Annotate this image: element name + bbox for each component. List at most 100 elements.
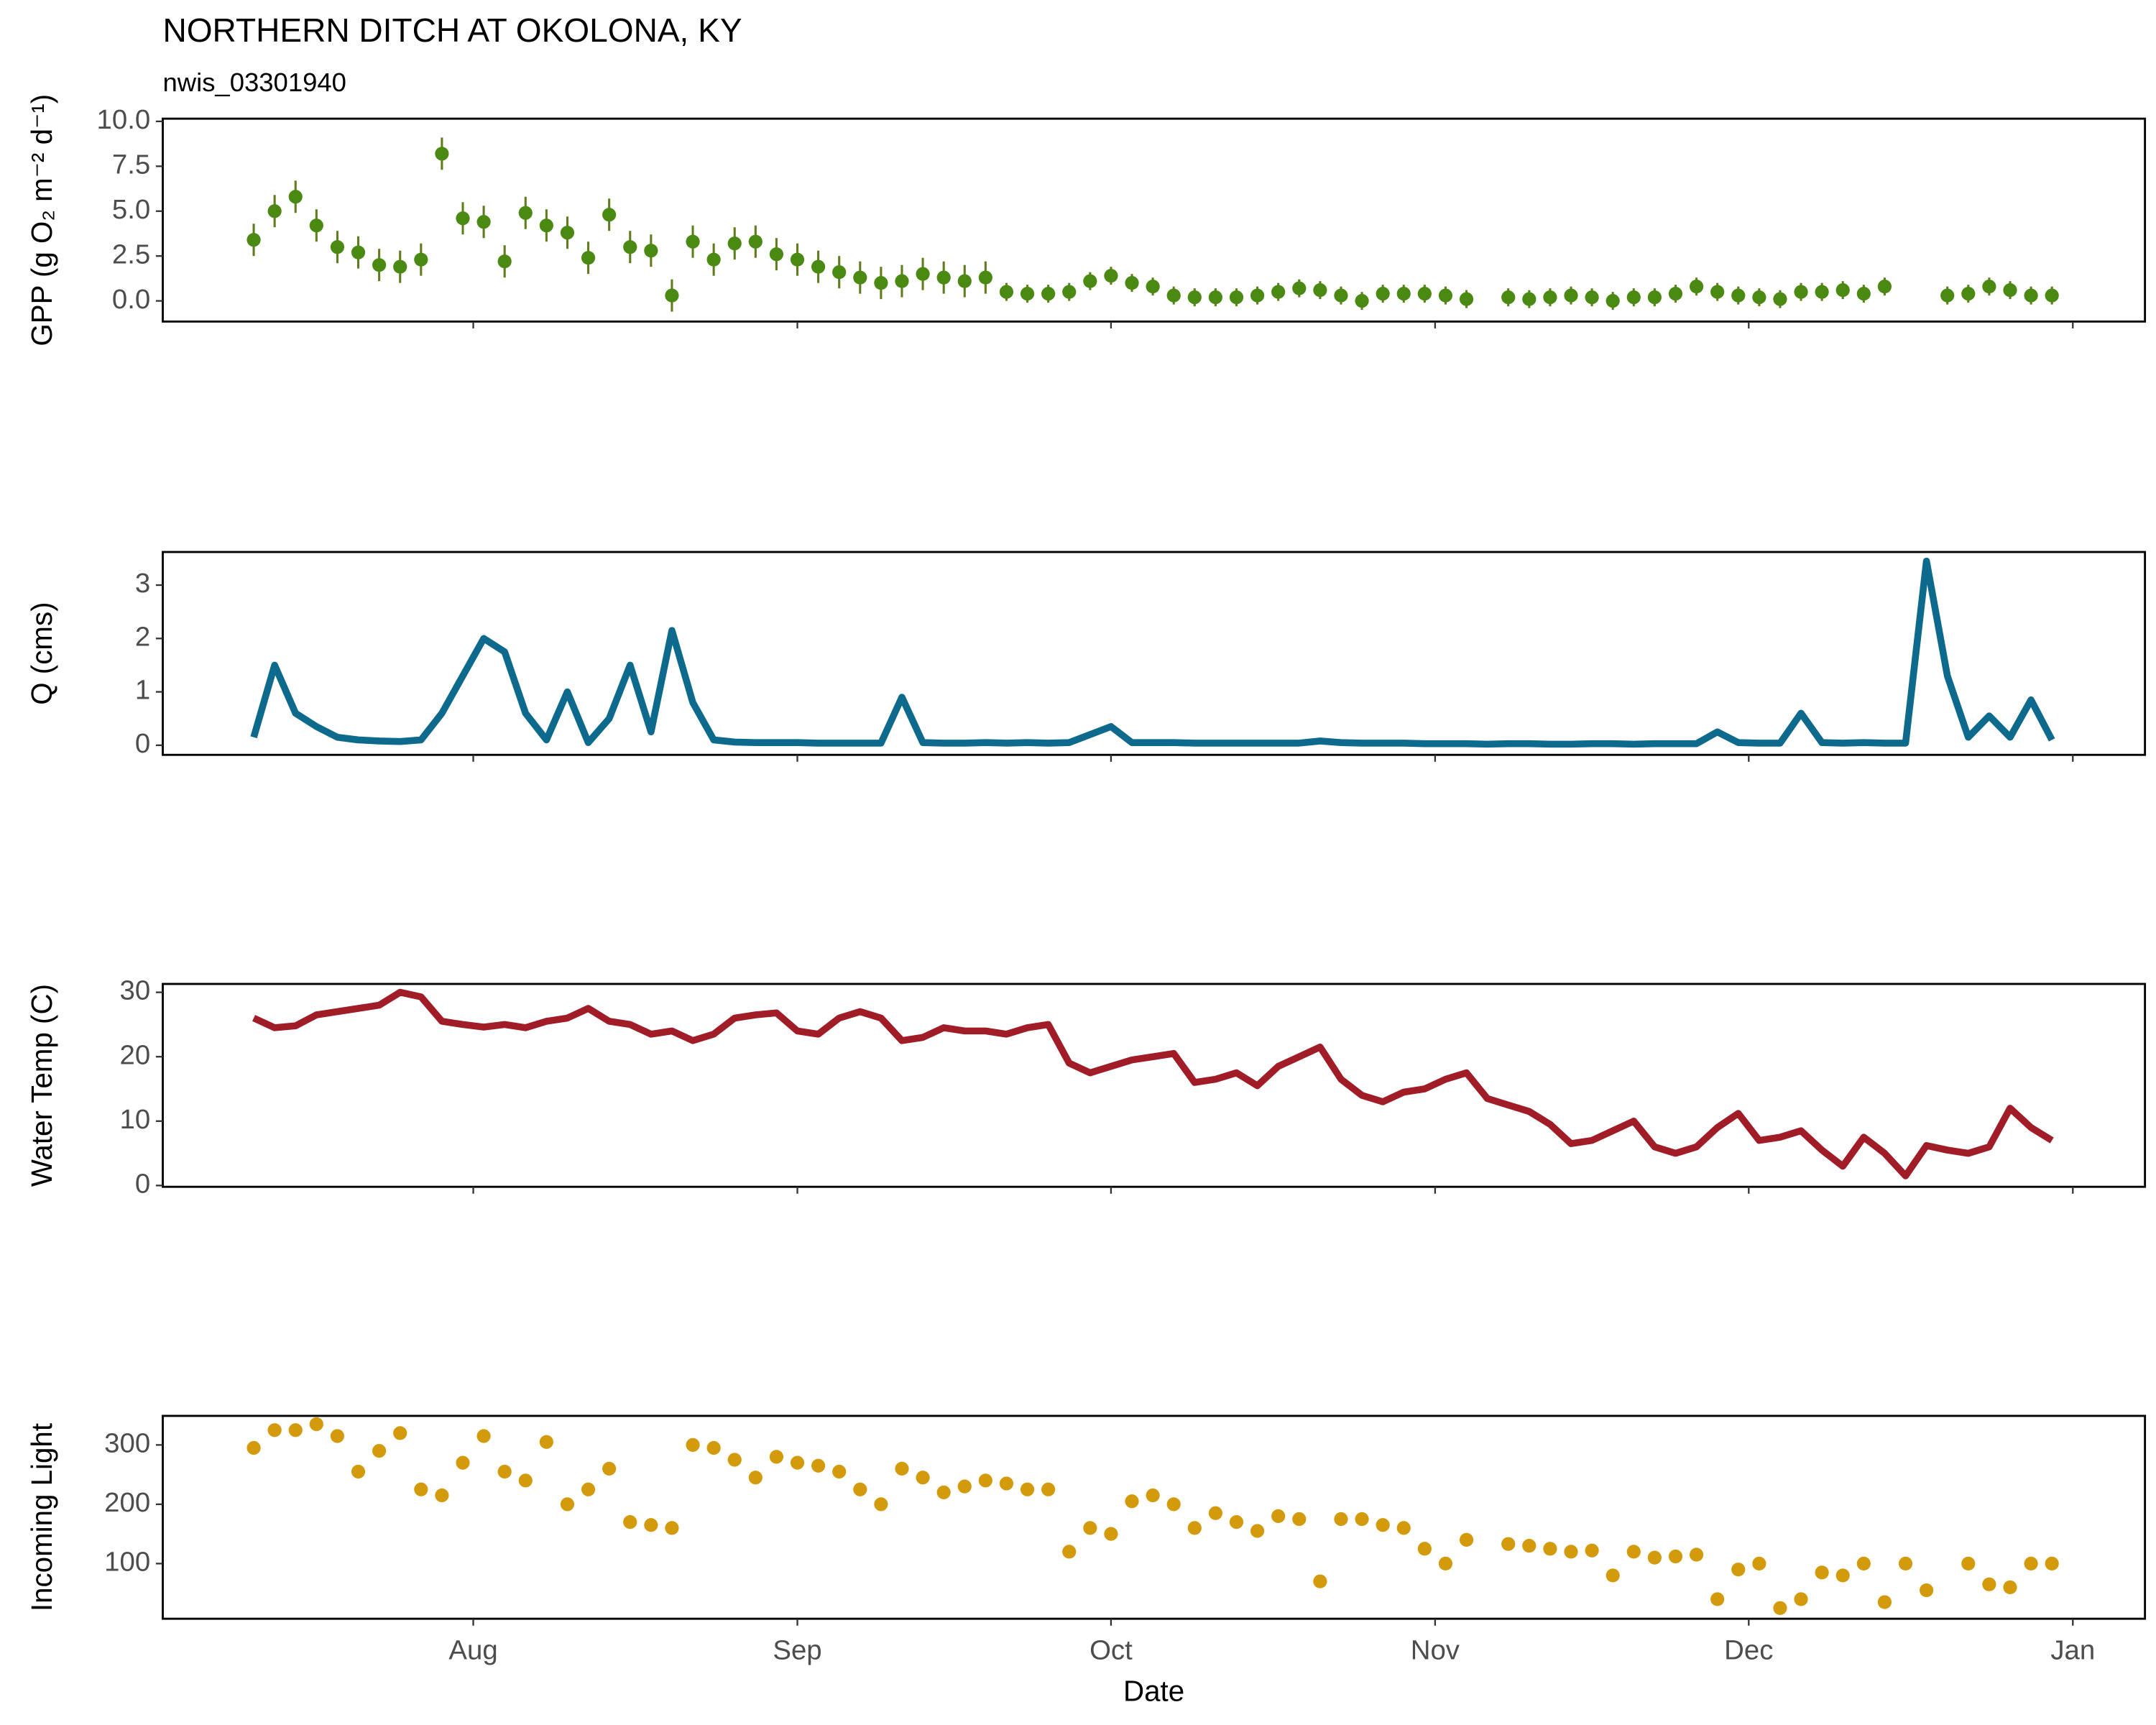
panel-frame	[162, 551, 2147, 756]
data-point	[476, 215, 491, 229]
data-point	[748, 1471, 763, 1485]
y-tick-label: 2	[135, 621, 150, 652]
data-point	[1815, 1565, 1829, 1580]
data-point	[978, 1473, 992, 1488]
data-point	[1459, 292, 1474, 306]
data-point	[811, 259, 826, 274]
data-point	[309, 218, 323, 233]
data-point	[539, 218, 553, 233]
x-tick-label: Jan	[2050, 1634, 2095, 1665]
data-point	[1229, 290, 1244, 305]
y-tick-label: 300	[104, 1427, 150, 1458]
data-point	[1752, 1556, 1766, 1571]
data-point	[1501, 290, 1516, 305]
data-point	[811, 1458, 826, 1473]
data-point	[288, 190, 303, 204]
data-point	[497, 1464, 512, 1479]
data-point	[518, 206, 533, 220]
data-point	[1459, 1532, 1474, 1547]
data-point	[1271, 285, 1286, 299]
data-point	[1522, 292, 1537, 306]
panel-frame	[162, 983, 2147, 1188]
data-point	[247, 233, 261, 247]
data-point	[309, 1417, 323, 1432]
data-point	[1940, 288, 1955, 303]
data-point	[267, 204, 282, 218]
data-point	[1961, 1556, 1976, 1571]
data-point	[916, 1471, 930, 1485]
y-tick-label: 0.0	[112, 284, 150, 315]
data-point	[1146, 280, 1160, 294]
data-point	[1877, 280, 1892, 294]
data-point	[895, 274, 909, 288]
data-point	[1835, 283, 1850, 298]
data-point	[2045, 288, 2059, 303]
data-point	[1835, 1568, 1850, 1583]
data-point	[539, 1435, 553, 1449]
y-tick-label: 10	[120, 1104, 151, 1135]
data-point	[1313, 1574, 1327, 1588]
y-tick-label: 30	[120, 975, 151, 1006]
data-point	[665, 288, 679, 303]
data-point	[581, 1482, 596, 1496]
y-tick-label: 3	[135, 568, 150, 599]
data-point	[1961, 287, 1976, 301]
x-axis-label: Date	[1123, 1675, 1184, 1707]
data-point	[686, 234, 700, 249]
data-point	[1376, 1518, 1390, 1532]
data-line	[250, 557, 2055, 748]
data-point	[936, 1485, 951, 1499]
data-point	[2003, 1580, 2017, 1595]
x-tick-label: Oct	[1089, 1634, 1133, 1665]
chart-title: NORTHERN DITCH AT OKOLONA, KY	[162, 12, 742, 49]
data-point	[1564, 288, 1578, 303]
data-point	[1187, 1521, 1202, 1535]
data-point	[2024, 1556, 2038, 1571]
data-point	[393, 1426, 407, 1440]
data-point	[1982, 1577, 1996, 1591]
data-point	[1125, 276, 1139, 290]
data-point	[351, 1464, 366, 1479]
y-tick-label: 10.0	[97, 104, 151, 135]
data-point	[518, 1473, 533, 1488]
data-point	[1187, 290, 1202, 305]
data-point	[1794, 1592, 1808, 1606]
data-point	[1920, 1583, 1934, 1598]
data-point	[435, 147, 449, 161]
data-point	[1668, 1549, 1683, 1564]
data-point	[1856, 287, 1871, 301]
data-point	[1334, 1512, 1348, 1527]
data-point	[435, 1488, 449, 1503]
data-point	[1438, 1556, 1453, 1571]
y-tick-label: 7.5	[112, 149, 150, 180]
data-point	[2024, 288, 2038, 303]
data-point	[748, 234, 763, 249]
data-point	[330, 240, 345, 254]
data-point	[1146, 1488, 1160, 1503]
data-point	[957, 1479, 972, 1494]
data-point	[853, 270, 867, 285]
data-point	[1501, 1537, 1516, 1551]
data-point	[686, 1438, 700, 1452]
data-point	[1773, 1601, 1787, 1615]
data-point	[1606, 1568, 1620, 1583]
data-point	[1647, 1550, 1662, 1565]
data-point	[1166, 1497, 1181, 1512]
data-point	[1229, 1515, 1244, 1530]
x-tick-label: Nov	[1411, 1634, 1460, 1665]
data-point	[247, 1440, 261, 1455]
data-point	[874, 1497, 888, 1512]
data-point	[1856, 1556, 1871, 1571]
data-point	[874, 276, 888, 290]
data-point	[372, 1444, 387, 1458]
data-point	[706, 1440, 721, 1455]
data-line	[252, 988, 2054, 1179]
data-point	[644, 244, 658, 258]
data-point	[1104, 269, 1118, 283]
data-point	[644, 1518, 658, 1532]
data-point	[560, 226, 575, 240]
data-point	[769, 1450, 784, 1464]
y-axis-label: GPP (g O₂ m⁻² d⁻¹)	[26, 94, 58, 346]
data-point	[1041, 287, 1056, 301]
